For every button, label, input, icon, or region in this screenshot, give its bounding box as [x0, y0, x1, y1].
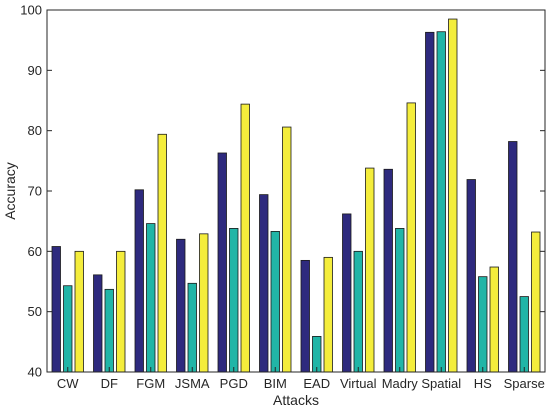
x-tick-label: HS [474, 376, 492, 391]
y-tick-label: 80 [28, 123, 42, 138]
y-tick-label: 70 [28, 184, 42, 199]
bar-jsma-s2 [187, 282, 197, 373]
y-axis-ticks: 40 50 60 70 80 90 100 [20, 3, 545, 380]
bar-jsma-s1 [176, 238, 186, 373]
x-tick-label: FGM [136, 376, 165, 391]
bar-ead-s1 [300, 259, 310, 373]
x-tick-label: Virtual [340, 376, 377, 391]
bar-pgd-s1 [217, 152, 227, 373]
x-tick-label: Spatial [421, 376, 461, 391]
bar-spatial-s3 [448, 18, 458, 373]
x-tick-label: EAD [303, 376, 330, 391]
bar-pgd-s3 [240, 103, 250, 373]
bar-cw-s2 [63, 285, 73, 373]
bar-hs-s3 [489, 266, 499, 373]
bar-jsma-s3 [199, 233, 209, 373]
bar-madry-s2 [395, 228, 405, 373]
bar-ead-s2 [312, 336, 322, 373]
x-tick-label: DF [101, 376, 118, 391]
y-axis-label: Accuracy [2, 162, 18, 220]
bar-fgm-s1 [134, 189, 144, 373]
bar-virtual-s2 [353, 250, 363, 373]
x-tick-label: Madry [382, 376, 419, 391]
y-tick-label: 100 [20, 3, 42, 18]
y-tick-label: 40 [28, 365, 42, 380]
bar-fgm-s3 [157, 133, 167, 373]
bar-df-s1 [93, 274, 103, 373]
y-tick-label: 90 [28, 63, 42, 78]
bars-group [51, 18, 541, 373]
bar-madry-s3 [406, 102, 416, 373]
bar-virtual-s1 [342, 213, 352, 373]
bar-virtual-s3 [365, 167, 375, 373]
bar-ead-s3 [323, 256, 333, 373]
x-axis-label: Attacks [273, 392, 319, 408]
bar-madry-s1 [383, 168, 393, 373]
x-tick-label: BIM [264, 376, 287, 391]
bar-bim-s1 [259, 194, 269, 373]
x-tick-label: CW [57, 376, 79, 391]
bar-hs-s1 [466, 179, 476, 373]
bar-fgm-s2 [146, 223, 156, 373]
bar-spatial-s2 [436, 31, 446, 373]
bar-sparse-s3 [531, 231, 541, 373]
bar-sparse-s1 [508, 141, 518, 373]
y-tick-label: 60 [28, 244, 42, 259]
bar-hs-s2 [478, 276, 488, 373]
x-tick-label: PGD [220, 376, 248, 391]
bar-pgd-s2 [229, 228, 239, 373]
x-axis-ticks: CW DF FGM JSMA PGD BIM EAD Virtual Madry Spatial H… [57, 367, 545, 391]
bar-df-s2 [104, 288, 114, 373]
x-tick-label: JSMA [175, 376, 210, 391]
bar-spatial-s1 [425, 31, 435, 373]
x-tick-label: Sparse [504, 376, 545, 391]
y-tick-label: 50 [28, 304, 42, 319]
bar-sparse-s2 [519, 296, 529, 373]
bar-cw-s1 [51, 246, 61, 373]
bar-cw-s3 [74, 250, 84, 373]
bar-df-s3 [116, 250, 126, 373]
bar-bim-s2 [270, 231, 280, 373]
bar-bim-s3 [282, 126, 292, 373]
